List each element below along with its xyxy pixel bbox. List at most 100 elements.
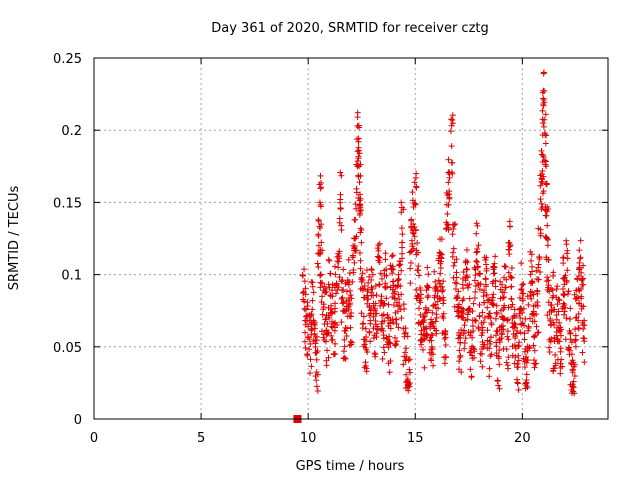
data-point bbox=[470, 345, 477, 352]
data-point bbox=[416, 305, 423, 312]
data-point bbox=[494, 311, 501, 318]
data-point bbox=[415, 320, 422, 327]
data-point bbox=[544, 203, 551, 210]
data-point bbox=[525, 301, 532, 308]
data-point bbox=[328, 306, 335, 313]
data-point bbox=[381, 300, 388, 307]
data-point bbox=[425, 271, 432, 278]
data-point bbox=[495, 382, 502, 389]
data-point bbox=[541, 69, 548, 76]
data-point bbox=[440, 300, 447, 307]
data-point bbox=[480, 289, 487, 296]
data-point bbox=[351, 216, 358, 223]
data-point bbox=[432, 318, 439, 325]
data-point bbox=[480, 319, 487, 326]
data-point bbox=[424, 294, 431, 301]
data-point bbox=[501, 274, 508, 281]
data-point bbox=[520, 305, 527, 312]
data-point bbox=[423, 325, 430, 332]
data-point bbox=[531, 333, 538, 340]
data-point bbox=[502, 263, 509, 270]
data-point bbox=[372, 353, 379, 360]
data-point bbox=[307, 370, 314, 377]
data-point bbox=[412, 227, 419, 234]
data-point bbox=[346, 342, 353, 349]
data-point bbox=[550, 368, 557, 375]
data-point bbox=[487, 334, 494, 341]
data-point bbox=[390, 319, 397, 326]
data-point bbox=[516, 294, 523, 301]
data-point bbox=[481, 314, 488, 321]
data-point bbox=[351, 244, 358, 251]
data-point bbox=[405, 380, 412, 387]
data-point bbox=[448, 116, 455, 123]
data-point bbox=[317, 225, 324, 232]
data-point bbox=[567, 329, 574, 336]
data-point bbox=[373, 292, 380, 299]
data-point bbox=[419, 346, 426, 353]
data-point bbox=[466, 281, 473, 288]
data-point bbox=[539, 107, 546, 114]
data-point bbox=[499, 294, 506, 301]
data-point bbox=[326, 284, 333, 291]
data-point bbox=[341, 336, 348, 343]
data-point bbox=[398, 209, 405, 216]
data-point bbox=[549, 287, 556, 294]
data-point bbox=[469, 355, 476, 362]
data-point bbox=[332, 271, 339, 278]
data-point bbox=[518, 260, 525, 267]
data-point bbox=[363, 365, 370, 372]
data-point bbox=[567, 336, 574, 343]
data-point bbox=[506, 251, 513, 258]
data-point bbox=[476, 301, 483, 308]
data-point bbox=[496, 385, 503, 392]
data-point bbox=[323, 362, 330, 369]
data-point bbox=[448, 143, 455, 150]
data-point bbox=[451, 222, 458, 229]
data-point bbox=[424, 264, 431, 271]
data-point bbox=[494, 328, 501, 335]
data-point bbox=[542, 233, 549, 240]
data-point bbox=[383, 272, 390, 279]
data-point bbox=[398, 291, 405, 298]
data-point bbox=[304, 333, 311, 340]
data-point bbox=[517, 329, 524, 336]
data-point bbox=[357, 229, 364, 236]
y-tick-label: 0 bbox=[74, 413, 82, 428]
data-point bbox=[348, 295, 355, 302]
data-point bbox=[551, 321, 558, 328]
data-point bbox=[542, 131, 549, 138]
data-point bbox=[515, 357, 522, 364]
data-point bbox=[407, 369, 414, 376]
data-point bbox=[414, 249, 421, 256]
data-point bbox=[435, 305, 442, 312]
data-point bbox=[509, 301, 516, 308]
data-point bbox=[464, 266, 471, 273]
data-point bbox=[576, 300, 583, 307]
data-point bbox=[329, 287, 336, 294]
data-point bbox=[500, 315, 507, 322]
data-point bbox=[577, 285, 584, 292]
y-tick-label: 0.25 bbox=[53, 52, 82, 67]
data-point bbox=[467, 366, 474, 373]
data-point bbox=[326, 314, 333, 321]
data-point bbox=[381, 317, 388, 324]
data-point bbox=[516, 310, 523, 317]
data-point bbox=[516, 339, 523, 346]
data-point bbox=[518, 286, 525, 293]
data-point bbox=[484, 327, 491, 334]
data-point bbox=[499, 281, 506, 288]
data-point bbox=[463, 273, 470, 280]
data-point bbox=[572, 332, 579, 339]
data-point bbox=[362, 362, 369, 369]
data-point bbox=[317, 249, 324, 256]
data-point bbox=[397, 283, 404, 290]
data-point bbox=[375, 247, 382, 254]
data-point bbox=[355, 153, 362, 160]
data-point bbox=[543, 212, 550, 219]
data-point bbox=[338, 172, 345, 179]
data-point bbox=[337, 206, 344, 213]
data-point bbox=[490, 263, 497, 270]
data-point bbox=[331, 327, 338, 334]
